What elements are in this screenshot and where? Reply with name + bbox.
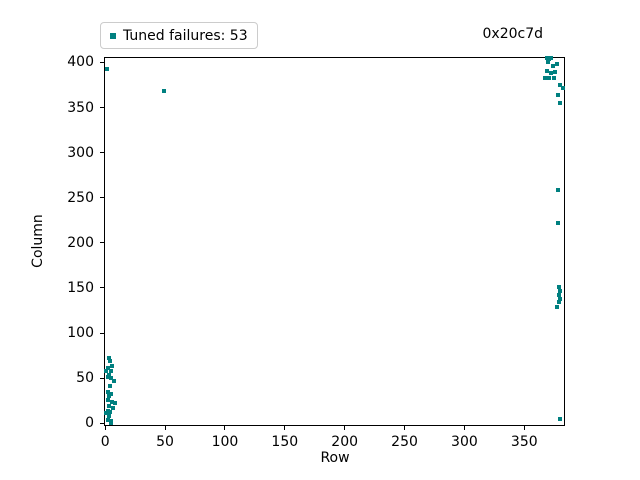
x-tick-mark	[104, 426, 106, 430]
scatter-point	[556, 92, 561, 97]
scatter-point	[106, 404, 111, 409]
scatter-point	[557, 82, 562, 87]
scatter-point	[104, 411, 109, 416]
scatter-point	[107, 372, 112, 377]
scatter-point	[112, 378, 117, 383]
scatter-point	[557, 285, 561, 290]
scatter-point	[545, 69, 550, 74]
y-tick-label: 200	[67, 234, 94, 251]
plot-area	[104, 57, 565, 426]
scatter-point	[555, 187, 560, 192]
x-tick-mark	[463, 426, 465, 430]
scatter-point	[109, 392, 114, 397]
x-tick-mark	[344, 426, 346, 430]
x-tick-label: 100	[211, 434, 239, 450]
scatter-point	[109, 368, 114, 373]
scatter-point	[555, 304, 560, 309]
scatter-point	[105, 375, 110, 380]
x-tick-mark	[164, 426, 166, 430]
scatter-point	[104, 66, 109, 71]
x-tick-label: 0	[100, 434, 110, 450]
x-tick-mark	[224, 426, 226, 430]
scatter-point	[558, 101, 563, 105]
y-tick-label: 400	[67, 54, 94, 71]
scatter-point	[557, 293, 561, 298]
scatter-point	[107, 384, 112, 389]
y-tick-mark	[100, 377, 104, 379]
y-tick-mark	[100, 287, 104, 289]
legend-marker-square-icon	[110, 32, 116, 39]
scatter-point	[109, 363, 114, 368]
scatter-point	[107, 410, 112, 415]
y-tick-label: 100	[67, 325, 94, 342]
x-tick-label: 200	[331, 434, 359, 450]
x-tick-label: 350	[510, 434, 538, 450]
y-tick-label: 0	[85, 415, 94, 432]
scatter-point	[105, 389, 110, 394]
scatter-point	[558, 296, 563, 301]
scatter-point	[110, 399, 115, 404]
scatter-point	[106, 356, 111, 361]
scatter-point	[552, 70, 557, 75]
y-tick-mark	[100, 332, 104, 334]
x-tick-label: 250	[391, 434, 418, 450]
scatter-point	[112, 401, 117, 406]
y-tick-label: 300	[67, 144, 94, 161]
y-tick-label: 150	[67, 279, 94, 296]
scatter-point	[554, 62, 559, 67]
scatter-point	[558, 416, 563, 421]
scatter-point	[108, 376, 113, 381]
y-tick-mark	[100, 242, 104, 244]
x-tick-mark	[404, 426, 406, 430]
x-tick-label: 300	[451, 434, 478, 450]
scatter-point	[542, 75, 547, 80]
x-tick-mark	[523, 426, 525, 430]
x-axis-label: Row	[320, 450, 350, 466]
scatter-point	[106, 394, 111, 399]
scatter-point	[107, 359, 112, 364]
x-tick-mark	[284, 426, 286, 430]
y-tick-mark	[100, 422, 104, 424]
legend-label: Tuned failures: 53	[123, 27, 248, 44]
chart-title-right: 0x20c7d	[482, 26, 544, 42]
scatter-point	[551, 64, 556, 69]
y-axis-label: Column	[30, 214, 46, 268]
scatter-point	[104, 368, 109, 373]
y-tick-mark	[100, 61, 104, 63]
x-tick-label: 150	[271, 434, 299, 450]
scatter-point	[546, 56, 551, 61]
scatter-point	[106, 397, 111, 402]
scatter-point	[561, 85, 566, 90]
scatter-point	[547, 75, 552, 80]
scatter-point	[558, 288, 563, 293]
scatter-point	[110, 405, 115, 410]
scatter-point	[549, 71, 554, 76]
scatter-point	[555, 221, 560, 225]
y-tick-label: 350	[67, 99, 94, 116]
scatter-point	[106, 414, 111, 419]
y-tick-label: 250	[67, 189, 94, 206]
scatter-point	[105, 366, 110, 371]
y-tick-mark	[100, 107, 104, 109]
y-tick-label: 50	[76, 370, 94, 387]
scatter-point	[546, 59, 551, 64]
scatter-point	[105, 417, 110, 422]
y-tick-mark	[100, 197, 104, 199]
scatter-point	[552, 75, 557, 80]
y-tick-mark	[100, 152, 104, 154]
scatter-point	[108, 421, 113, 426]
scatter-point	[557, 300, 561, 305]
x-tick-label: 50	[156, 434, 174, 450]
legend: Tuned failures: 53	[100, 22, 258, 49]
scatter-point	[161, 89, 166, 94]
